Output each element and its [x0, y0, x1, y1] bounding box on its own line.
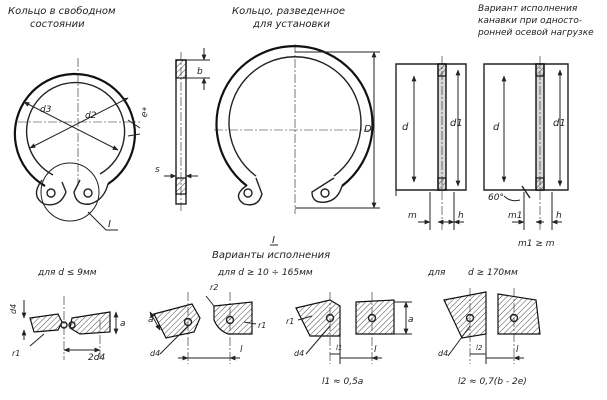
variant-b-detail: r2 a d4 r1 l — [148, 283, 266, 364]
dim-r1-l1: r1 — [286, 317, 294, 326]
formula-l2: l2 ≈ 0,7(b - 2e) — [458, 377, 527, 387]
dim-d2: d2 — [85, 111, 97, 121]
dim-r2-b: r2 — [210, 283, 218, 292]
dim-h-1: h — [458, 211, 464, 221]
dim-d4-l1: d4 — [294, 349, 304, 358]
svg-text:Варианты исполнения: Варианты исполнения — [212, 250, 330, 261]
dim-angle: 60° — [488, 193, 504, 203]
caption-free-ring: Кольцо в свободном состоянии — [8, 5, 116, 30]
svg-text:для установки: для установки — [252, 19, 330, 30]
variant-b-caption: для d ≥ 10 ÷ 165мм — [217, 268, 313, 278]
variant-c-prefix: для — [427, 268, 446, 278]
m1-relation: m1 ≥ m — [518, 239, 555, 249]
svg-text:канавки при односто-: канавки при односто- — [478, 16, 582, 26]
dim-d3: d3 — [40, 105, 52, 115]
dim-l-l2: l — [516, 345, 519, 355]
dim-d4-b: d4 — [150, 349, 160, 358]
dim-l-l1: l — [374, 345, 377, 355]
variant-l1-detail: a r1 d4 l1 l l1 ≈ 0,5a — [286, 292, 414, 387]
dim-D: D — [364, 124, 372, 135]
dim-d-1: d — [402, 122, 409, 133]
dim-m1: m1 — [508, 211, 523, 221]
variant-c-caption: d ≥ 170мм — [468, 268, 518, 278]
dim-s: s — [155, 165, 160, 175]
svg-text:Вариант исполнения: Вариант исполнения — [478, 4, 578, 14]
formula-l1: l1 ≈ 0,5a — [322, 377, 363, 387]
svg-text:состоянии: состоянии — [30, 19, 85, 30]
dim-a-l1: a — [408, 315, 414, 325]
variants-header: I Варианты исполнения — [212, 235, 330, 261]
dim-l-b: l — [240, 345, 243, 355]
dim-d1-2: d1 — [553, 118, 566, 129]
free-ring-view: I d3 d2 e* — [13, 58, 152, 231]
dim-r1-b: r1 — [258, 321, 266, 330]
dim-h-2: h — [556, 211, 562, 221]
variant-a-detail: d4 a r1 2d4 — [9, 296, 126, 363]
svg-text:Кольцо в свободном: Кольцо в свободном — [8, 5, 116, 17]
dim-l1: l1 — [336, 344, 342, 352]
dim-d4-l2: d4 — [438, 349, 448, 358]
dim-d-2: d — [493, 122, 500, 133]
dim-d1-1: d1 — [450, 118, 463, 129]
dim-a-a: a — [120, 319, 126, 329]
dim-a-b: a — [148, 315, 154, 325]
caption-groove-variant: Вариант исполнения канавки при односто- … — [477, 4, 594, 38]
spread-ring-view: D — [214, 44, 380, 214]
groove-view-symmetric: d d1 m h — [395, 56, 467, 230]
dim-m: m — [408, 211, 417, 221]
svg-text:I: I — [272, 235, 275, 246]
dim-r1-a: r1 — [12, 349, 20, 358]
dim-b: b — [197, 67, 203, 77]
detail-ref-label: I — [108, 219, 111, 230]
dim-2d4: 2d4 — [88, 353, 105, 363]
variant-a-caption: для d ≤ 9мм — [37, 268, 97, 278]
svg-text:ронней осевой нагрузке: ронней осевой нагрузке — [477, 28, 594, 38]
side-view: b s — [155, 48, 210, 212]
groove-view-one-sided: d d1 60° m1 h m1 ≥ m — [483, 56, 569, 249]
dim-l2: l2 — [476, 344, 483, 352]
variant-l2-detail: d4 l2 l l2 ≈ 0,7(b - 2e) — [438, 288, 541, 387]
dim-d4-a: d4 — [9, 304, 18, 314]
variant-captions: для d ≤ 9мм для d ≥ 10 ÷ 165мм для d ≥ 1… — [37, 268, 518, 278]
caption-spread-ring: Кольцо, разведенное для установки — [232, 6, 345, 30]
dim-e: e* — [139, 106, 152, 119]
svg-text:Кольцо, разведенное: Кольцо, разведенное — [232, 6, 345, 17]
